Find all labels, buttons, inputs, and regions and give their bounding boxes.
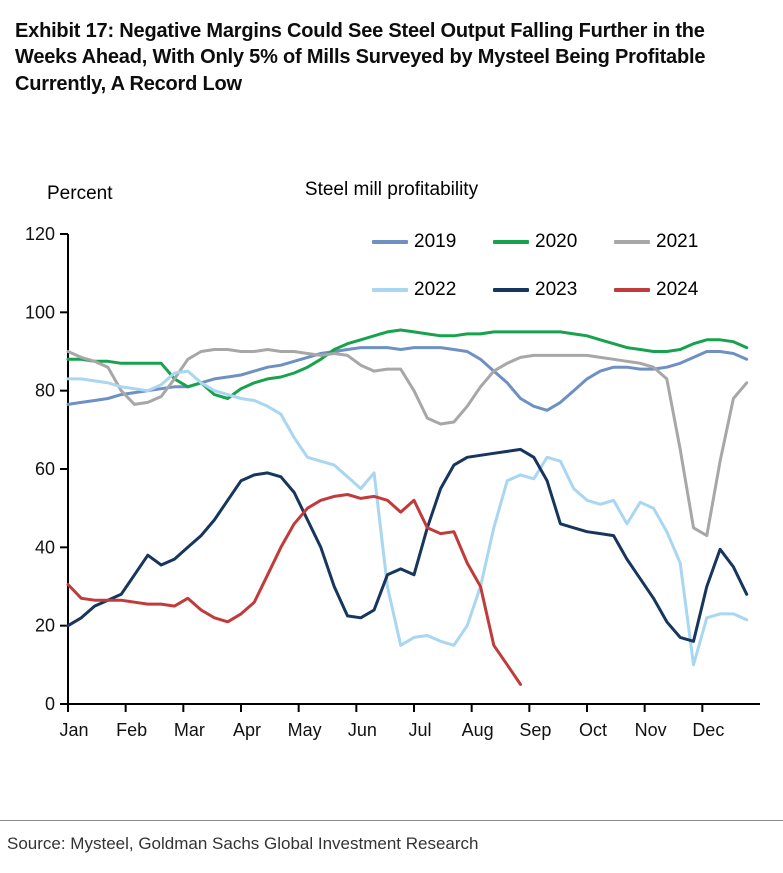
legend-label: 2021 [656, 231, 699, 253]
legend-label: 2019 [414, 231, 457, 253]
y-tick-label: 120 [25, 224, 55, 244]
x-tick-label: Sep [519, 720, 551, 740]
x-tick-label: Jun [348, 720, 377, 740]
chart-title: Steel mill profitability [304, 179, 479, 201]
x-tick-label: Mar [174, 720, 205, 740]
series-line-2019 [66, 346, 749, 412]
x-tick-label: Oct [579, 720, 607, 740]
series-line-2020 [66, 328, 749, 401]
legend-item-2020: 2020 [493, 231, 610, 253]
legend-item-2022: 2022 [372, 279, 489, 301]
legend-item-2023: 2023 [493, 279, 610, 301]
legend-label: 2023 [535, 279, 578, 301]
x-tick-label: Nov [635, 720, 667, 740]
legend-swatch-2023 [493, 288, 529, 293]
x-tick-label: May [288, 720, 322, 740]
y-tick-label: 0 [45, 694, 55, 714]
legend-label: 2024 [656, 279, 699, 301]
y-tick-label: 20 [35, 616, 55, 636]
legend-swatch-2020 [493, 240, 529, 245]
legend-swatch-2021 [614, 240, 650, 245]
legend-item-2021: 2021 [614, 231, 731, 253]
y-tick-label: 80 [35, 381, 55, 401]
source-note: Source: Mysteel, Goldman Sachs Global In… [7, 834, 479, 853]
footer: Source: Mysteel, Goldman Sachs Global In… [0, 820, 783, 854]
plot-area: 0 20 40 60 80 100 120 Jan Feb Mar Apr May Jun Jul Aug S… [25, 224, 760, 740]
legend-item-2019: 2019 [372, 231, 489, 253]
series-line-2021 [66, 348, 749, 538]
steel-mill-profitability-chart: Percent Steel mill profitability 2019 202… [0, 119, 783, 740]
legend-label: 2022 [414, 279, 457, 301]
series-line-2023 [66, 448, 749, 643]
y-tick-label: 60 [35, 459, 55, 479]
y-tick-label: 40 [35, 538, 55, 558]
series-line-2024 [66, 493, 522, 687]
y-tick-label: 100 [25, 303, 55, 323]
x-tick-label: Dec [692, 720, 724, 740]
x-tick-label: Feb [116, 720, 147, 740]
x-tick-label: Apr [233, 720, 261, 740]
legend-item-2024: 2024 [614, 279, 731, 301]
exhibit-title: Exhibit 17: Negative Margins Could See S… [15, 20, 706, 95]
x-tick-label: Jul [408, 720, 431, 740]
legend: 2019 2020 2021 2022 2023 2024 [372, 231, 731, 301]
x-tick-label: Jan [59, 720, 88, 740]
legend-swatch-2022 [372, 288, 408, 293]
legend-swatch-2019 [372, 240, 408, 245]
series-line-2022 [66, 369, 749, 667]
y-axis-unit-label: Percent [47, 183, 113, 205]
legend-swatch-2024 [614, 288, 650, 293]
legend-label: 2020 [535, 231, 578, 253]
x-tick-label: Aug [462, 720, 494, 740]
